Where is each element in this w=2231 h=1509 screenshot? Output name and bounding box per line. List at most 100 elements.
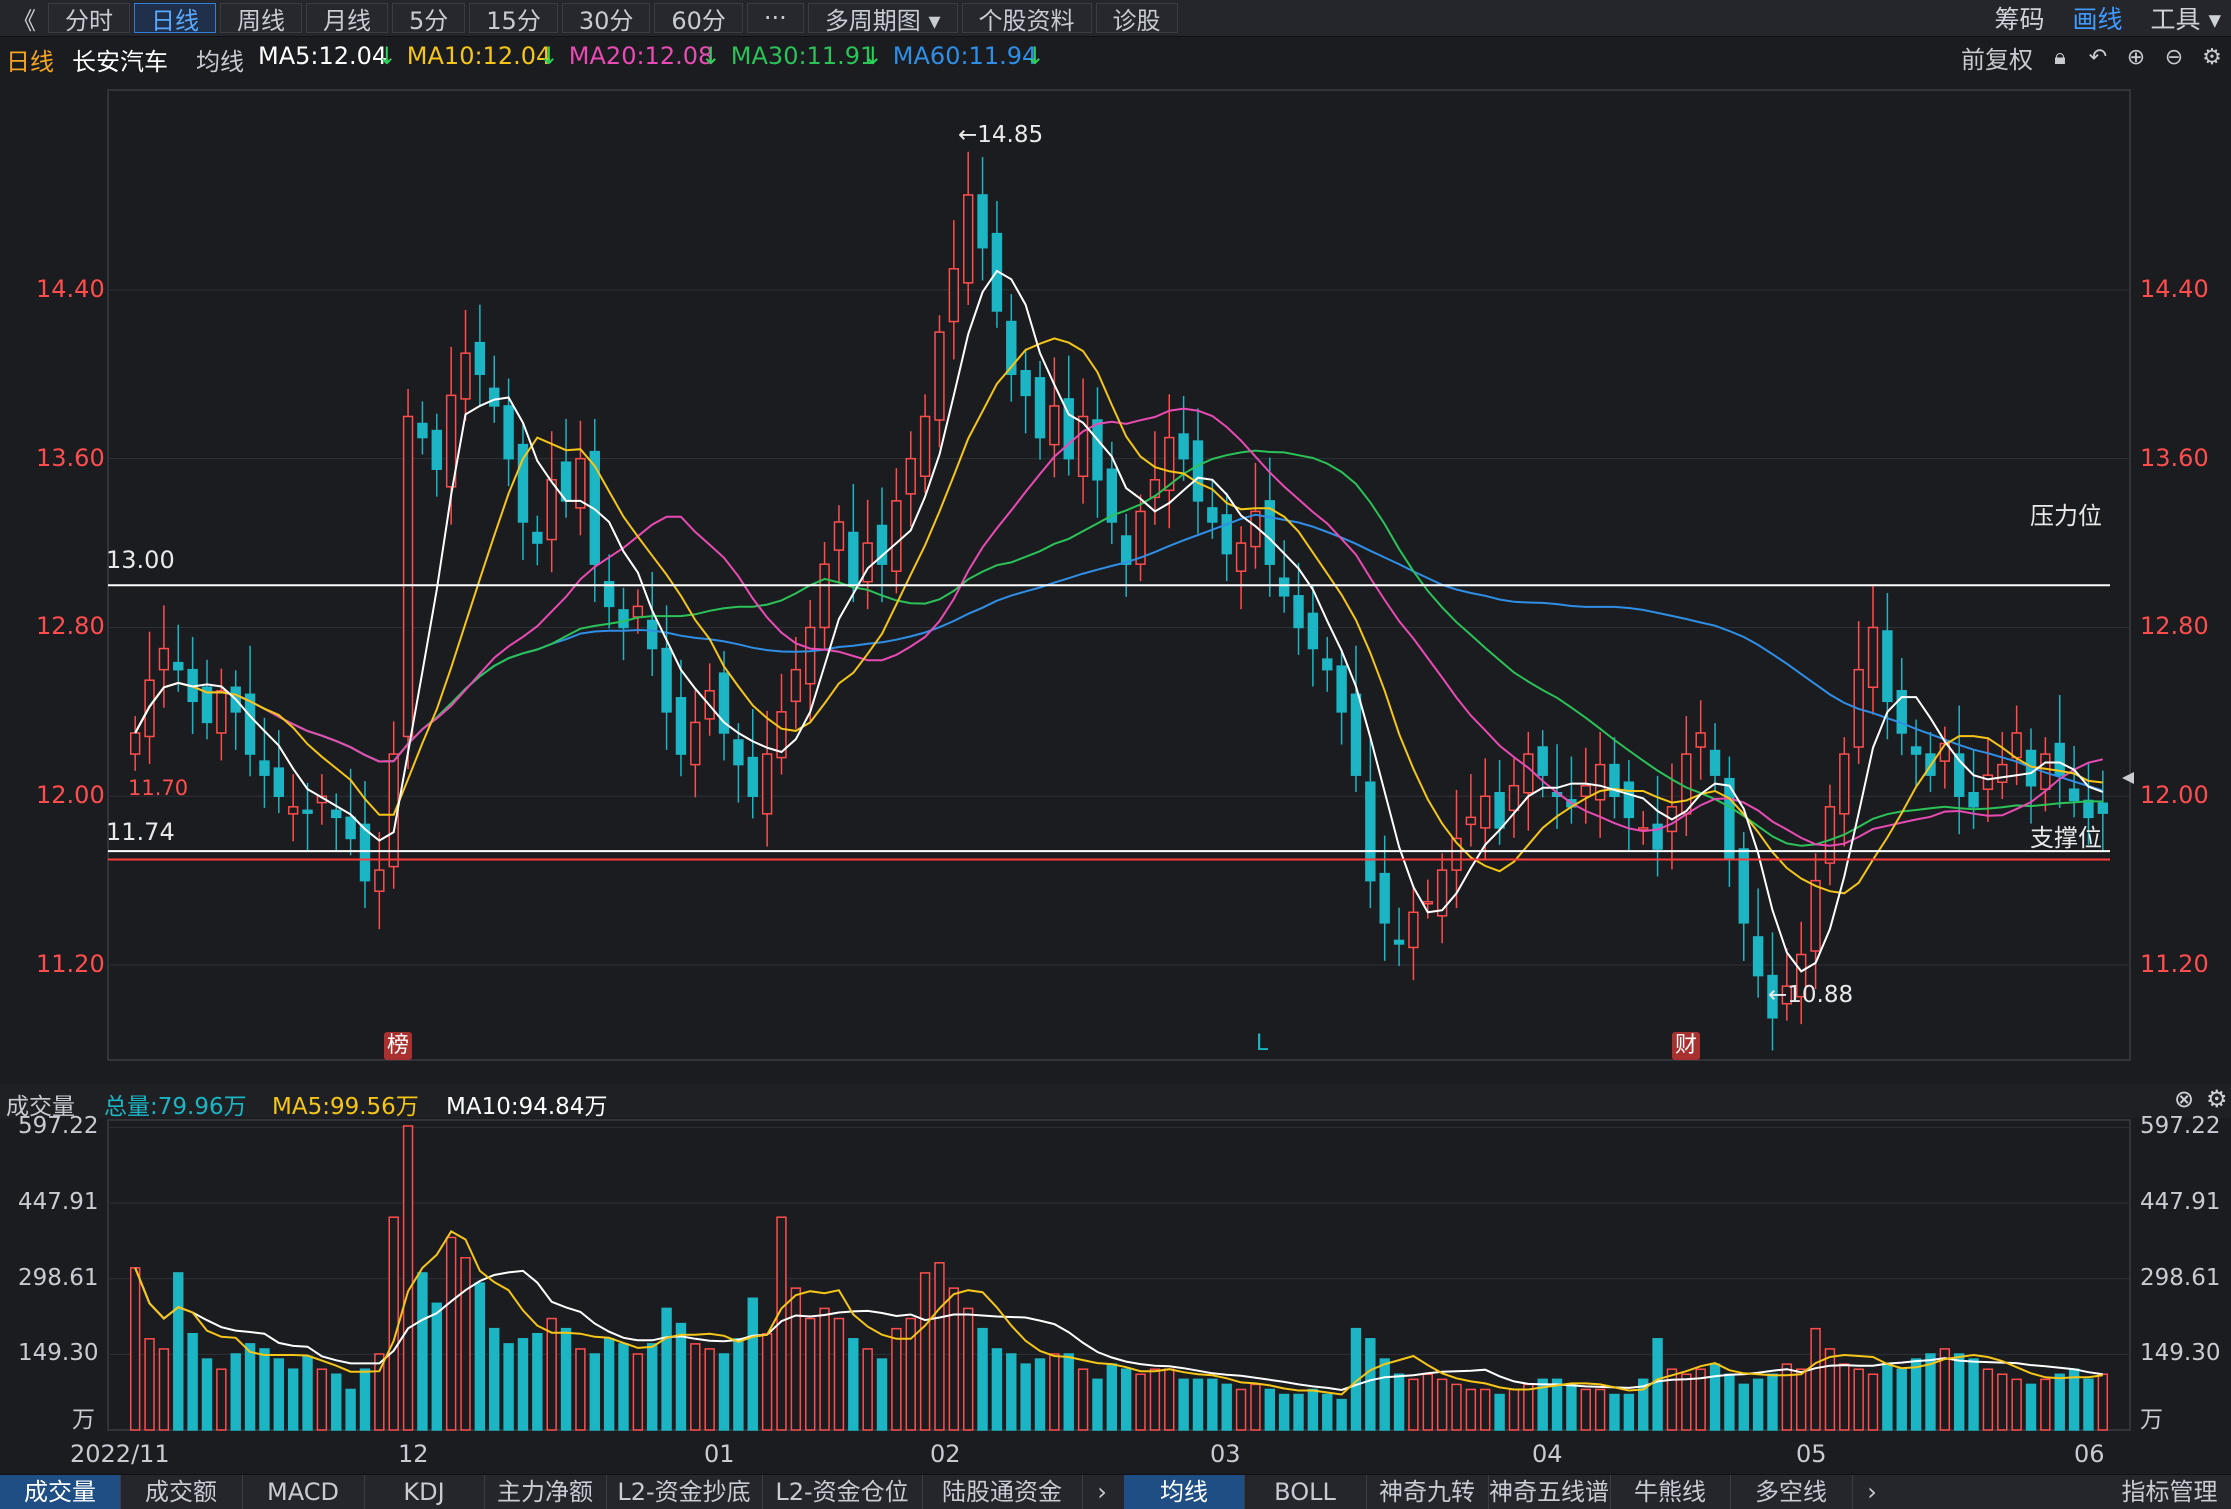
zoom-out-icon[interactable]: ⊖ [2164, 44, 2184, 70]
volume-bar [187, 1332, 198, 1431]
undo-icon[interactable]: ↶ [2088, 44, 2108, 70]
tab-8[interactable]: ··· [746, 3, 804, 33]
adjust-mode-label[interactable]: 前复权 [1961, 46, 2033, 74]
toolbar-right-0[interactable]: 筹码 [1994, 5, 2045, 34]
candle [230, 670, 241, 750]
settings-icon[interactable]: ⚙ [2202, 44, 2222, 70]
candle [1752, 888, 1764, 998]
volume-bar [1566, 1383, 1577, 1431]
candle [1523, 731, 1534, 831]
overlay-tab-1[interactable]: BOLL [1244, 1475, 1367, 1509]
indicator-tab-3[interactable]: KDJ [364, 1475, 485, 1509]
indicator-tabs: 成交量 成交额 MACD KDJ 主力净额 L2-资金抄底 L2-资金仓位 陆股通资金 › 均线 B… [0, 1474, 2231, 1509]
candle [560, 418, 572, 518]
close-icon[interactable]: ⊗ [2174, 1085, 2195, 1113]
candle [1623, 760, 1635, 851]
tab-5[interactable]: 15分 [469, 3, 558, 35]
volume-bar [1207, 1378, 1218, 1431]
tab-7[interactable]: 60分 [654, 3, 743, 35]
indicator-manage-button[interactable]: 指标管理 [2121, 1478, 2218, 1506]
candle [1379, 835, 1390, 961]
candle [1063, 355, 1074, 476]
toolbar-right-1[interactable]: 画线 [2072, 5, 2123, 34]
candle [503, 378, 514, 487]
overlay-tab-4[interactable]: 牛熊线 [1610, 1475, 1731, 1509]
chevron-right-icon[interactable]: › [1097, 1478, 1107, 1506]
price-tick: 13.60 [2140, 443, 2209, 472]
indicator-tab-6[interactable]: L2-资金仓位 [762, 1475, 923, 1509]
low-price-label: ←10.88 [1768, 982, 1854, 1008]
candle [1149, 431, 1161, 525]
candle [977, 156, 988, 281]
chart-frame [107, 89, 2131, 1061]
candle [1566, 756, 1577, 824]
candle [2011, 705, 2022, 786]
volume-bar [632, 1353, 644, 1431]
candlestick-chart[interactable] [0, 80, 2231, 1070]
volume-bar [546, 1317, 557, 1431]
tab-1[interactable]: 日线 [134, 3, 216, 35]
overlay-tab-2[interactable]: 神奇九转 [1366, 1475, 1489, 1509]
ma-item-2: MA20:12.08 [568, 42, 714, 70]
tab-0[interactable]: 分时 [48, 3, 130, 35]
indicator-tab-5[interactable]: L2-资金抄底 [606, 1475, 763, 1509]
volume-bar [948, 1287, 960, 1431]
volume-bar [1695, 1368, 1706, 1431]
volume-bar [1221, 1383, 1232, 1431]
candle [402, 389, 414, 770]
candle [1293, 563, 1304, 655]
volume-bar [833, 1317, 845, 1431]
volume-bar [647, 1343, 658, 1431]
indicator-tab-4[interactable]: 主力净额 [484, 1475, 607, 1509]
tab-9[interactable]: 多周期图 ▾ [807, 3, 958, 35]
ma-legend: 日线 长安汽车 均线 MA5:12.04 ↓ MA10:12.04 ↓ MA20:12.… [0, 40, 2231, 76]
candle [733, 723, 744, 803]
volume-bar [1322, 1393, 1333, 1431]
ranking-badge[interactable]: 榜 [384, 1032, 412, 1060]
back-icon[interactable]: 《 [12, 6, 36, 35]
tab-4[interactable]: 5分 [392, 3, 466, 35]
toolbar-right-2[interactable]: 工具 ▾ [2150, 5, 2222, 34]
tab-10[interactable]: 个股资料 [961, 3, 1092, 35]
indicator-tab-7[interactable]: 陆股通资金 [922, 1475, 1083, 1509]
volume-bar [2054, 1373, 2065, 1431]
overlay-tab-5[interactable]: 多空线 [1730, 1475, 1853, 1509]
candle [876, 487, 888, 603]
chevron-right-icon[interactable]: › [1867, 1478, 1877, 1506]
l-badge[interactable]: L [1255, 1031, 1269, 1056]
volume-bar [1336, 1398, 1347, 1431]
volume-bar [1767, 1373, 1778, 1431]
tab-2[interactable]: 周线 [220, 3, 302, 35]
candle [1077, 378, 1089, 504]
candle [761, 710, 773, 847]
down-arrow-icon: ↓ [376, 42, 397, 70]
volume-bar [690, 1343, 701, 1431]
candle [1178, 396, 1189, 481]
volume-bar [1278, 1393, 1290, 1431]
volume-chart[interactable] [0, 1118, 2231, 1438]
candle [1408, 884, 1419, 981]
price-tick: 12.00 [36, 781, 105, 810]
tab-11[interactable]: 诊股 [1095, 3, 1178, 35]
indicator-tab-1[interactable]: 成交额 [120, 1475, 243, 1509]
candle [1393, 907, 1405, 967]
lock-icon[interactable]: 🔒︎ [2054, 44, 2066, 70]
candle [1436, 853, 1448, 944]
indicator-tab-0[interactable]: 成交量 [0, 1475, 121, 1509]
support-value: 11.74 [106, 818, 175, 846]
indicator-tab-2[interactable]: MACD [242, 1475, 365, 1509]
ma30-line [134, 449, 2103, 847]
volume-bar [445, 1236, 457, 1431]
volume-bar [388, 1216, 399, 1431]
candle [1968, 749, 1979, 829]
tab-3[interactable]: 月线 [306, 3, 388, 35]
finance-badge[interactable]: 财 [1672, 1032, 1700, 1060]
overlay-tab-0[interactable]: 均线 [1124, 1475, 1245, 1509]
volume-bar [158, 1348, 170, 1431]
zoom-in-icon[interactable]: ⊕ [2126, 44, 2146, 70]
tab-6[interactable]: 30分 [561, 3, 651, 35]
volume-bar [962, 1307, 974, 1431]
overlay-tab-3[interactable]: 神奇五线谱 [1488, 1475, 1611, 1509]
settings-icon[interactable]: ⚙ [2206, 1085, 2228, 1113]
ma-item-3: MA30:11.91 [730, 42, 876, 70]
